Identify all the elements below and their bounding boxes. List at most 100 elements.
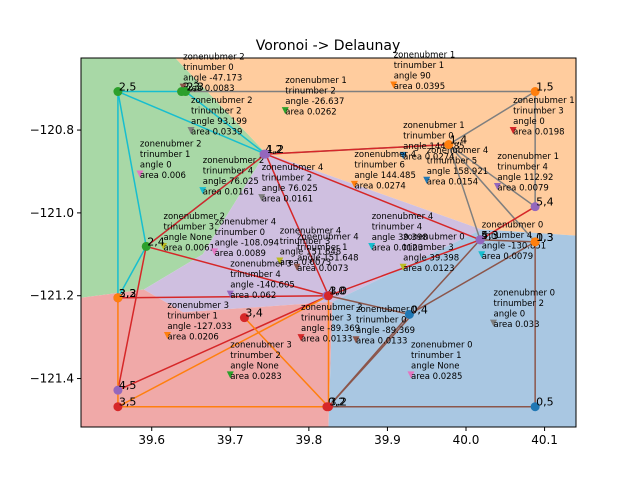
annotation-marker-10 [199, 187, 207, 195]
delaunay-edge-11 [117, 295, 330, 408]
triangle-annotations: zonenubmer 2 trinumber 0 angle -47.173 area… [136, 51, 575, 382]
site-label-13: 0,3 [536, 231, 554, 244]
annotation-text-5: zonenubmer 1 trinumber 0 angle 144.485 area… [403, 121, 465, 163]
annotation-text-8: zonenubmer 1 trinumber 4 angle 112.92 area … [497, 152, 559, 194]
annotation-text-10: zonenubmer 2 trinumber 4 angle 76.025 area … [203, 156, 265, 198]
delaunay-edge-2 [117, 246, 147, 299]
annotation-text-11: zonenubmer 4 trinumber 2 angle 76.025 area … [262, 163, 324, 205]
site-label-0: 2,5 [119, 81, 137, 94]
annotation-marker-24 [226, 371, 234, 379]
annotation-text-21: zonenubmer 3 trinumber 3 angle -89.369 area… [301, 303, 363, 345]
annotation-marker-6 [423, 176, 431, 184]
delaunay-edge-16 [327, 239, 481, 408]
annotation-marker-25 [407, 371, 415, 379]
delaunay-edge-15 [480, 239, 536, 243]
delaunay-edge-10 [117, 294, 329, 299]
annotation-marker-8 [493, 182, 501, 190]
delaunay-edge-13 [243, 317, 330, 408]
delaunay-edge-14 [326, 240, 536, 408]
site-point-22 [324, 402, 333, 412]
annotation-marker-16 [478, 251, 486, 259]
site-label-16: 3,0 [330, 285, 348, 298]
x-tick-label-0: 39.6 [138, 433, 165, 447]
x-tick-label-5: 40.1 [531, 433, 558, 447]
site-label-8: 1,5 [536, 81, 554, 94]
x-axis: 39.6 39.7 39.8 39.9 40.0 40.1 [138, 427, 558, 447]
site-point-2 [181, 87, 190, 97]
annotation-text-2: zonenubmer 1 trinumber 2 angle -26.637 area… [285, 76, 347, 118]
annotation-marker-20 [163, 332, 171, 340]
annotation-text-15: zonenubmer 0 trinumber 3 angle 39.398 area … [403, 233, 465, 275]
delaunay-edge-7 [479, 206, 536, 241]
annotation-marker-7 [136, 170, 144, 178]
y-tick-label-1: −121.0 [30, 206, 74, 220]
annotation-text-20: zonenubmer 3 trinumber 1 angle -127.033 are… [167, 301, 232, 343]
site-point-12 [475, 235, 485, 245]
annotation-marker-11 [258, 194, 266, 202]
site-label-18: 3,4 [245, 307, 263, 320]
annotation-text-22: zonenubmer 0 trinumber 0 angle -89.369 area… [356, 305, 418, 347]
site-point-8 [530, 87, 540, 97]
annotation-text-9: zonenubmer 4 trinumber 6 angle 144.485 area… [354, 150, 416, 192]
annotation-marker-13 [211, 248, 219, 256]
site-label-7: 1,2 [267, 143, 285, 156]
annotation-marker-9 [350, 180, 358, 188]
x-tick-label-3: 39.9 [374, 433, 401, 447]
site-label-19: 4,5 [119, 379, 137, 392]
site-label-14: 1,3 [536, 231, 554, 244]
site-label-2: 2,3 [187, 81, 205, 94]
annotation-marker-21 [297, 334, 305, 342]
annotation-marker-2 [281, 107, 289, 115]
site-point-5 [113, 293, 123, 303]
annotation-marker-15 [399, 263, 407, 271]
annotation-text-13: zonenubmer 4 trinumber 0 angle -108.094 are… [215, 217, 280, 259]
chart-title: Voronoi -> Delaunay [256, 38, 401, 54]
site-label-9: 1,4 [450, 134, 468, 147]
delaunay-edge-8 [265, 143, 449, 155]
x-tick-label-1: 39.7 [217, 433, 244, 447]
annotation-text-25: zonenubmer 0 trinumber 1 angle None area 0.… [411, 340, 473, 382]
annotation-text-23: zonenubmer 0 trinumber 2 angle 0 area 0.033 [494, 289, 556, 331]
annotation-text-16: zonenubmer 0 trinumber 4 angle -130.851 are… [482, 220, 547, 262]
site-label-23: 0,5 [536, 396, 554, 409]
site-point-23 [530, 402, 540, 412]
site-label-11: 4,3 [481, 229, 499, 242]
annotation-marker-23 [490, 319, 497, 327]
annotation-marker-5 [399, 151, 407, 159]
site-point-16 [324, 291, 333, 301]
site-label-20: 3,5 [119, 396, 137, 409]
annotation-marker-14 [368, 243, 376, 251]
delaunay-edge-5 [448, 144, 481, 241]
x-tick-label-2: 39.8 [295, 433, 322, 447]
x-tick-label-4: 40.0 [453, 433, 480, 447]
site-point-20 [113, 402, 123, 412]
site-point-10 [530, 202, 540, 212]
annotation-marker-22 [352, 336, 360, 344]
annotation-text-7: zonenubmer 2 trinumber 1 angle 0 area 0.006 [140, 140, 202, 182]
voronoi-region-1 [175, 58, 576, 236]
site-label-12: 5,3 [481, 229, 499, 242]
annotation-marker-4 [509, 127, 517, 135]
y-tick-label-0: −120.8 [30, 123, 74, 137]
annotation-marker-17 [276, 257, 284, 265]
site-points: 2,5 2,32,32,42,23,34,21,21,51,45,44,35,3 0… [113, 81, 554, 412]
site-label-17: 0,4 [410, 303, 428, 316]
annotation-text-4: zonenubmer 1 trinumber 3 angle 0 area 0.019… [513, 96, 575, 138]
voronoi-region-4 [328, 229, 576, 427]
annotation-text-12: zonenubmer 2 trinumber 3 angle None area 0.… [164, 212, 226, 254]
annotation-text-3: zonenubmer 2 trinumber 2 angle 93.199 area … [191, 96, 253, 138]
annotation-marker-19 [226, 290, 234, 298]
y-tick-label-3: −121.4 [30, 372, 74, 386]
annotation-text-14: zonenubmer 4 trinumber 4 angle 39.398 area … [372, 212, 434, 254]
annotation-marker-12 [160, 243, 167, 251]
site-point-7 [261, 149, 271, 159]
delaunay-edge-4 [448, 91, 536, 243]
annotation-marker-0 [179, 83, 187, 91]
site-point-3 [141, 241, 151, 251]
delaunay-edge-12 [117, 295, 329, 408]
annotation-text-19: zonenubmer 3 trinumber 4 angle -140.605 are… [230, 260, 295, 302]
site-label-4: 2,2 [119, 287, 137, 300]
annotation-text-18: zonenubmer 4 trinumber 1 angle 151.648 area… [297, 233, 359, 275]
delaunay-edge-6 [144, 152, 483, 297]
